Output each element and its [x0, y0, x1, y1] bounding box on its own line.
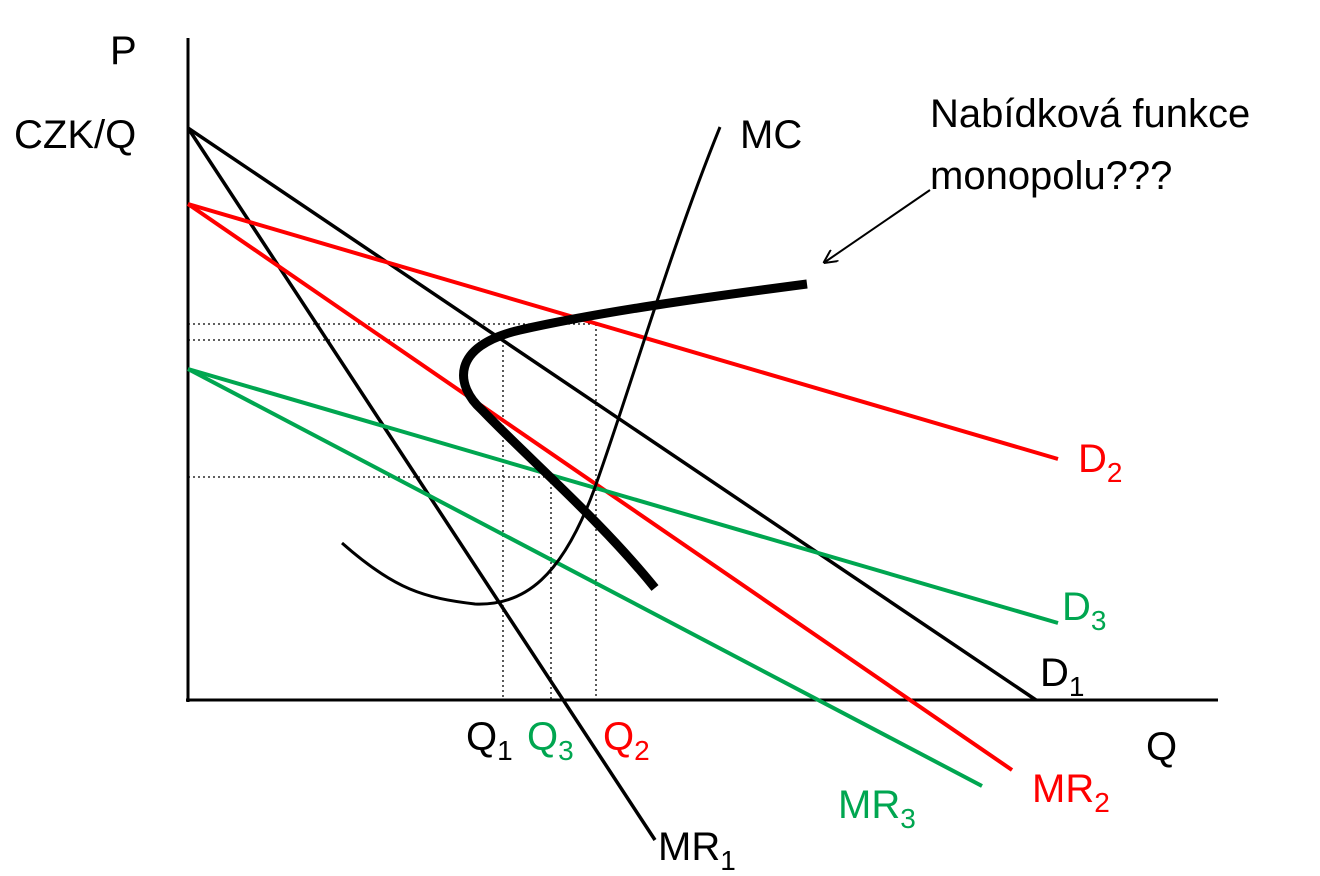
d3-label: D3	[1062, 585, 1106, 636]
q1-label: Q1	[466, 715, 513, 766]
d2-label: D2	[1078, 437, 1122, 488]
mr1-curve	[186, 127, 657, 841]
mr2-label: MR2	[1032, 767, 1110, 818]
d1-label: D1	[1040, 651, 1084, 702]
q1-label-main: Q	[466, 715, 497, 759]
mr1-label-sub: 1	[720, 845, 736, 876]
mr3-label-main: MR	[838, 783, 900, 827]
guide-lines	[188, 323, 597, 700]
d3-curve	[187, 367, 1059, 625]
monopoly-supply-curve	[459, 279, 808, 591]
d1-label-main: D	[1040, 651, 1069, 695]
mr3-curve	[187, 367, 983, 788]
x-axis-label: Q	[1146, 725, 1177, 769]
q1-label-sub: 1	[497, 735, 513, 766]
mr1-label-main: MR	[658, 825, 720, 869]
d1-curve	[187, 126, 1037, 702]
mr2-label-sub: 2	[1094, 787, 1110, 818]
q3-label-sub: 3	[558, 735, 574, 766]
annotation-line2: monopolu???	[930, 154, 1172, 198]
mr2-label-main: MR	[1032, 767, 1094, 811]
annotation-arrow	[825, 189, 931, 262]
q3-label-main: Q	[527, 715, 558, 759]
d3-label-main: D	[1062, 585, 1091, 629]
y-axis-unit: CZK/Q	[14, 113, 136, 157]
d2-label-sub: 2	[1107, 457, 1123, 488]
q2-label-main: Q	[603, 715, 634, 759]
d2-curve	[187, 202, 1059, 461]
q2-label-sub: 2	[634, 735, 650, 766]
d1-label-sub: 1	[1069, 671, 1085, 702]
q3-label: Q3	[527, 715, 574, 766]
q2-label: Q2	[603, 715, 650, 766]
mr3-label-sub: 3	[900, 803, 916, 834]
mr3-label: MR3	[838, 783, 916, 834]
mc-curve	[341, 126, 722, 606]
y-axis-label: P	[110, 29, 137, 73]
mr2-curve	[186, 202, 1014, 772]
mr1-label: MR1	[658, 825, 736, 876]
d3-label-sub: 3	[1091, 605, 1107, 636]
annotation-line1: Nabídková funkce	[930, 92, 1250, 136]
mc-label: MC	[740, 113, 802, 157]
d2-label-main: D	[1078, 437, 1107, 481]
